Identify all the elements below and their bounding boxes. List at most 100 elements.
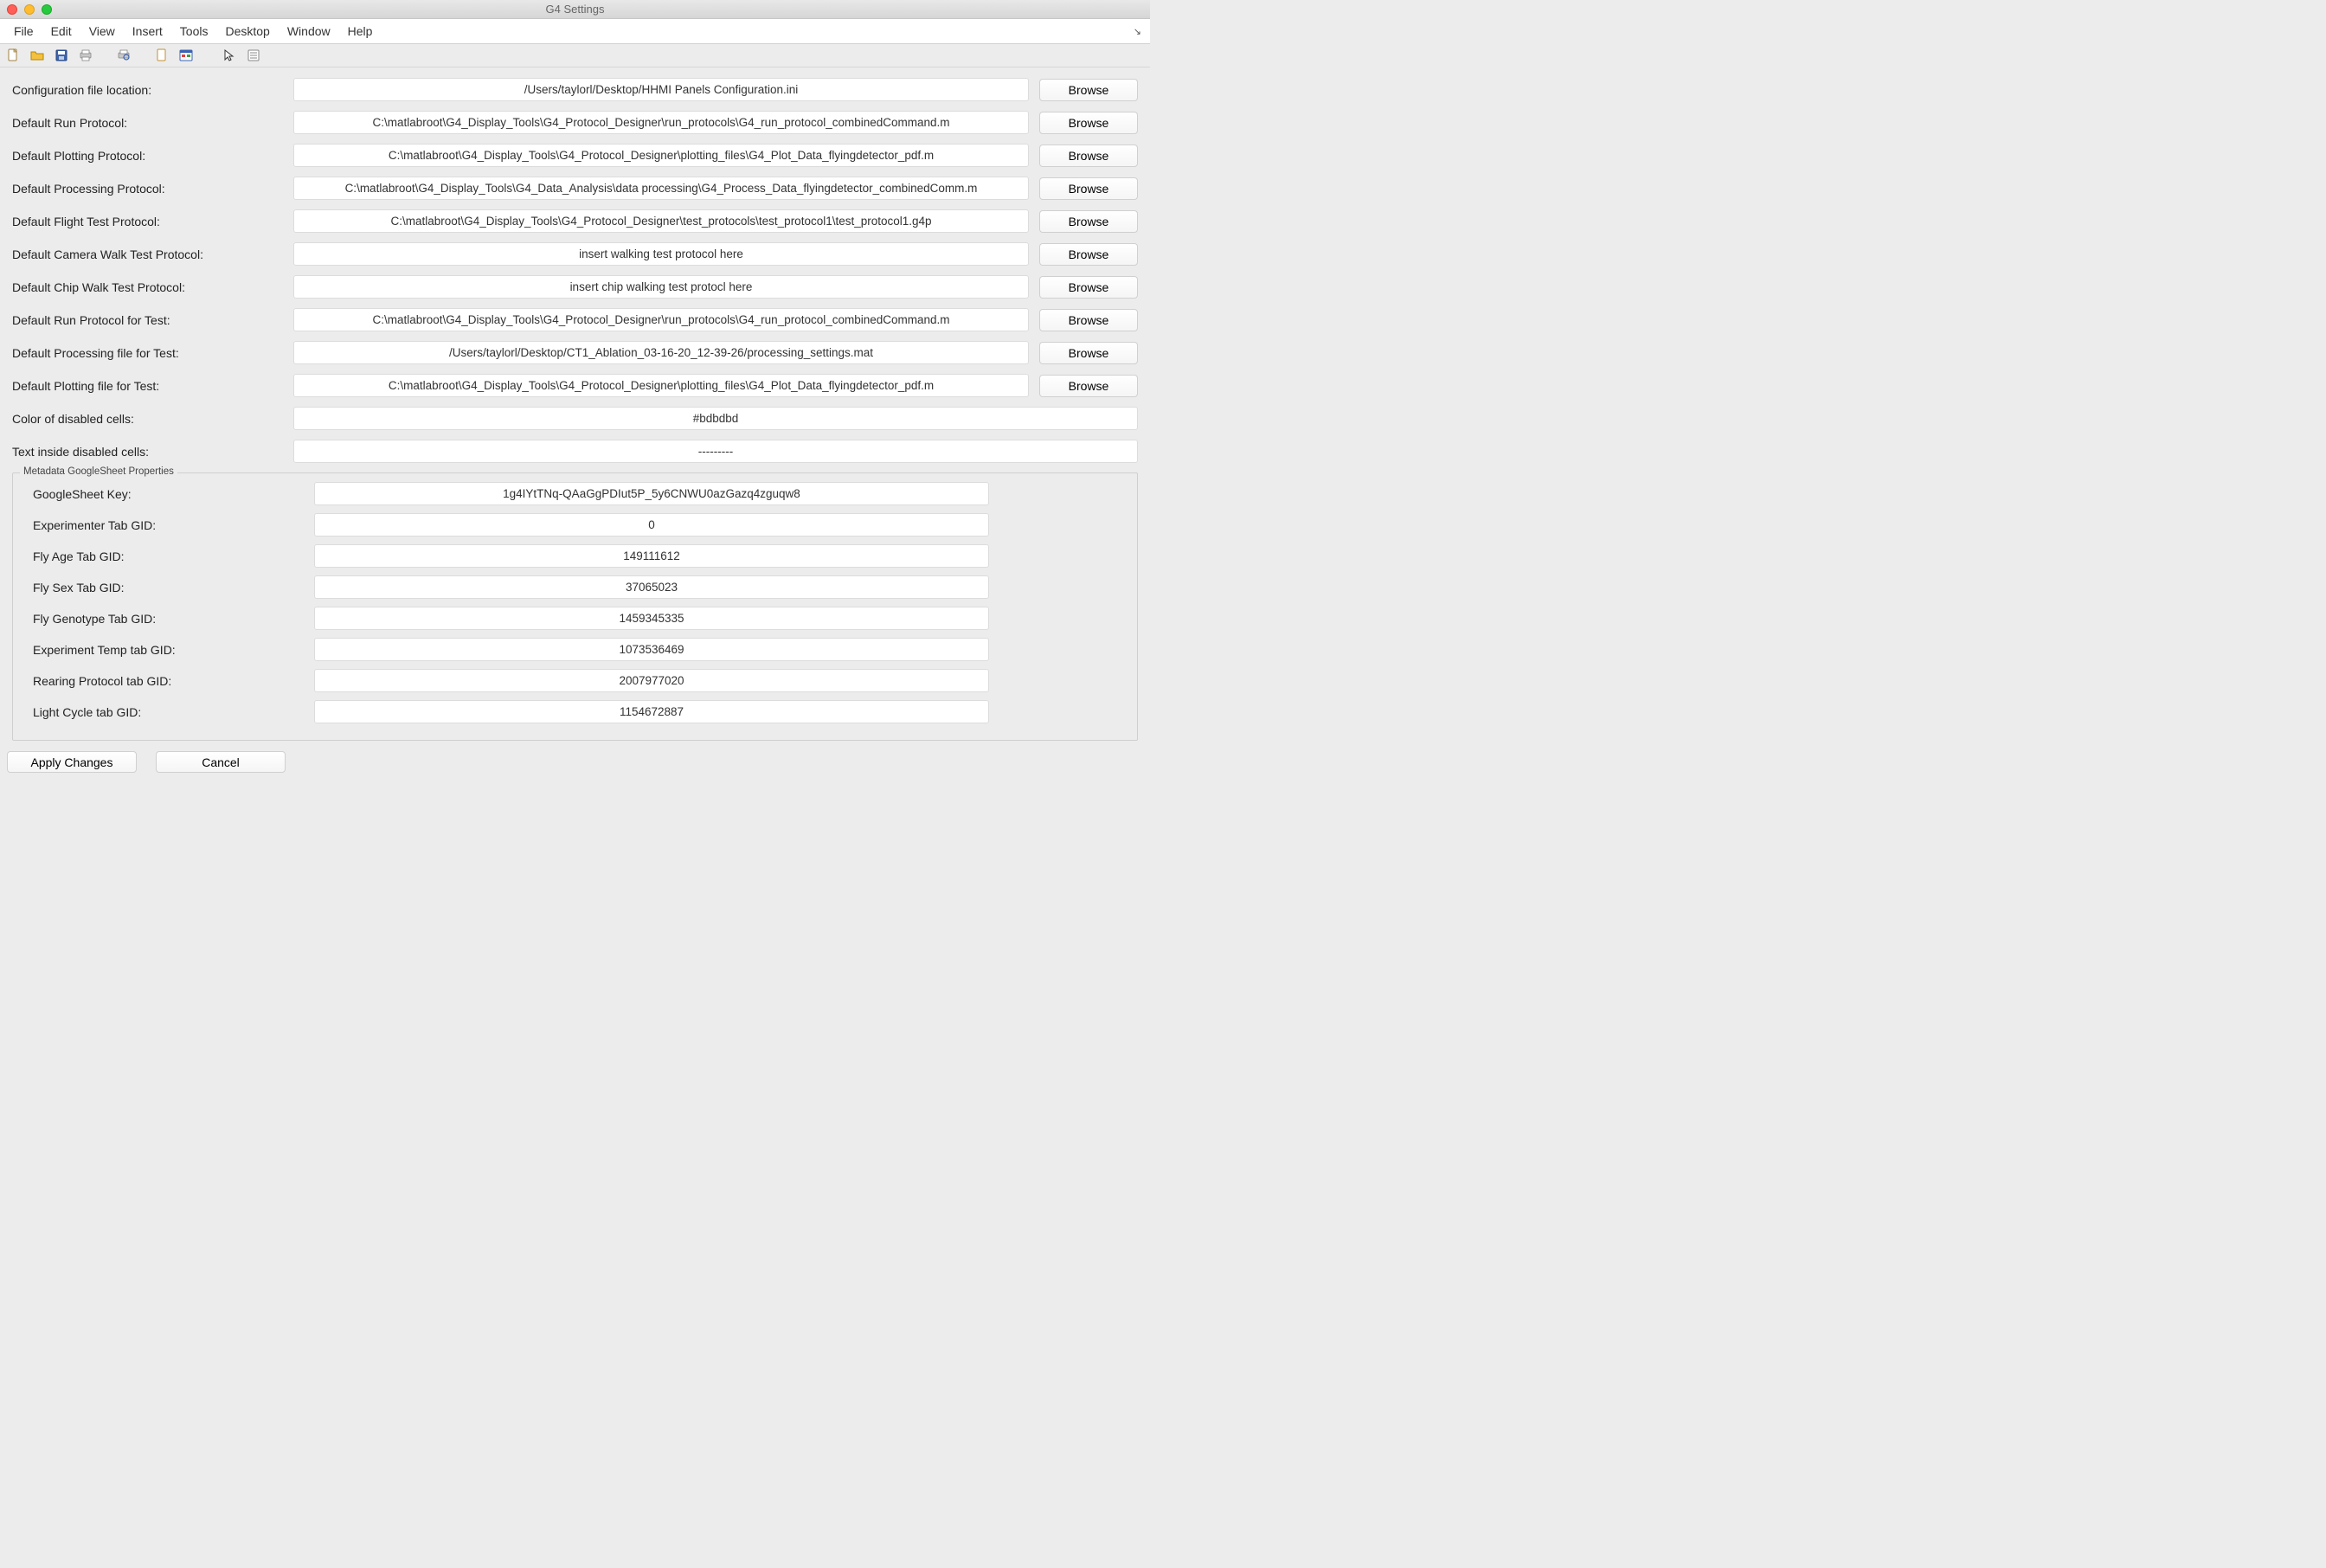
browse-button[interactable]: Browse xyxy=(1039,210,1138,233)
close-window-button[interactable] xyxy=(7,4,17,15)
setting-label: Default Run Protocol for Test: xyxy=(12,313,293,327)
metadata-row: Fly Sex Tab GID: xyxy=(20,575,1130,599)
titlebar: G4 Settings xyxy=(0,0,1150,19)
open-folder-icon[interactable] xyxy=(29,48,45,63)
menu-insert[interactable]: Insert xyxy=(124,22,171,40)
menu-tools[interactable]: Tools xyxy=(171,22,217,40)
setting-input[interactable] xyxy=(293,209,1029,233)
settings-row: Configuration file location: Browse xyxy=(12,78,1138,101)
metadata-label: Rearing Protocol tab GID: xyxy=(20,674,314,688)
setting-label: Default Processing file for Test: xyxy=(12,346,293,360)
settings-row: Text inside disabled cells: xyxy=(12,440,1138,463)
metadata-input[interactable] xyxy=(314,638,989,661)
metadata-label: Experiment Temp tab GID: xyxy=(20,643,314,657)
settings-row: Default Run Protocol for Test: Browse xyxy=(12,308,1138,331)
metadata-row: Fly Genotype Tab GID: xyxy=(20,607,1130,630)
browse-button[interactable]: Browse xyxy=(1039,276,1138,299)
gui-icon[interactable] xyxy=(178,48,194,63)
browse-button[interactable]: Browse xyxy=(1039,177,1138,200)
cancel-button[interactable]: Cancel xyxy=(156,751,286,773)
setting-label: Default Chip Walk Test Protocol: xyxy=(12,280,293,294)
settings-row: Color of disabled cells: xyxy=(12,407,1138,430)
metadata-input[interactable] xyxy=(314,700,989,723)
metadata-label: Light Cycle tab GID: xyxy=(20,705,314,719)
setting-input[interactable] xyxy=(293,275,1029,299)
list-icon[interactable] xyxy=(246,48,261,63)
settings-row: Default Flight Test Protocol: Browse xyxy=(12,209,1138,233)
menu-file[interactable]: File xyxy=(5,22,42,40)
metadata-label: Fly Genotype Tab GID: xyxy=(20,612,314,626)
apply-changes-button[interactable]: Apply Changes xyxy=(7,751,137,773)
metadata-row: GoogleSheet Key: xyxy=(20,482,1130,505)
metadata-row: Fly Age Tab GID: xyxy=(20,544,1130,568)
metadata-label: Fly Sex Tab GID: xyxy=(20,581,314,594)
metadata-label: GoogleSheet Key: xyxy=(20,487,314,501)
metadata-label: Fly Age Tab GID: xyxy=(20,549,314,563)
metadata-input[interactable] xyxy=(314,513,989,537)
settings-row: Default Camera Walk Test Protocol: Browse xyxy=(12,242,1138,266)
menu-edit[interactable]: Edit xyxy=(42,22,80,40)
browse-button[interactable]: Browse xyxy=(1039,342,1138,364)
browse-button[interactable]: Browse xyxy=(1039,375,1138,397)
window-title: G4 Settings xyxy=(546,3,605,16)
new-file-icon[interactable] xyxy=(5,48,21,63)
setting-input[interactable] xyxy=(293,440,1138,463)
setting-input[interactable] xyxy=(293,242,1029,266)
metadata-input[interactable] xyxy=(314,575,989,599)
metadata-row: Rearing Protocol tab GID: xyxy=(20,669,1130,692)
metadata-label: Experimenter Tab GID: xyxy=(20,518,314,532)
setting-label: Default Plotting file for Test: xyxy=(12,379,293,393)
menu-view[interactable]: View xyxy=(80,22,124,40)
setting-input[interactable] xyxy=(293,111,1029,134)
document-icon[interactable] xyxy=(154,48,170,63)
menu-overflow-icon[interactable]: ↘ xyxy=(1134,26,1145,37)
setting-input[interactable] xyxy=(293,177,1029,200)
save-icon[interactable] xyxy=(54,48,69,63)
setting-input[interactable] xyxy=(293,78,1029,101)
menubar: File Edit View Insert Tools Desktop Wind… xyxy=(0,19,1150,44)
print-icon[interactable] xyxy=(78,48,93,63)
setting-input[interactable] xyxy=(293,407,1138,430)
metadata-input[interactable] xyxy=(314,669,989,692)
browse-button[interactable]: Browse xyxy=(1039,145,1138,167)
metadata-fieldset: Metadata GoogleSheet Properties GoogleSh… xyxy=(12,472,1138,741)
browse-button[interactable]: Browse xyxy=(1039,112,1138,134)
metadata-row: Experimenter Tab GID: xyxy=(20,513,1130,537)
setting-label: Configuration file location: xyxy=(12,83,293,97)
browse-button[interactable]: Browse xyxy=(1039,243,1138,266)
setting-input[interactable] xyxy=(293,374,1029,397)
settings-row: Default Run Protocol: Browse xyxy=(12,111,1138,134)
window-controls xyxy=(7,4,52,15)
setting-label: Default Run Protocol: xyxy=(12,116,293,130)
toolbar xyxy=(0,44,1150,67)
setting-label: Default Flight Test Protocol: xyxy=(12,215,293,228)
metadata-row: Light Cycle tab GID: xyxy=(20,700,1130,723)
maximize-window-button[interactable] xyxy=(42,4,52,15)
metadata-legend: Metadata GoogleSheet Properties xyxy=(20,466,177,477)
metadata-input[interactable] xyxy=(314,544,989,568)
settings-row: Default Plotting Protocol: Browse xyxy=(12,144,1138,167)
settings-row: Default Processing file for Test: Browse xyxy=(12,341,1138,364)
menu-window[interactable]: Window xyxy=(279,22,339,40)
setting-label: Default Plotting Protocol: xyxy=(12,149,293,163)
setting-input[interactable] xyxy=(293,308,1029,331)
setting-input[interactable] xyxy=(293,144,1029,167)
minimize-window-button[interactable] xyxy=(24,4,35,15)
menu-help[interactable]: Help xyxy=(339,22,382,40)
footer-buttons: Apply Changes Cancel xyxy=(0,748,1150,780)
metadata-input[interactable] xyxy=(314,482,989,505)
setting-label: Default Camera Walk Test Protocol: xyxy=(12,247,293,261)
cursor-icon[interactable] xyxy=(222,48,237,63)
metadata-row: Experiment Temp tab GID: xyxy=(20,638,1130,661)
print-preview-icon[interactable] xyxy=(116,48,132,63)
setting-input[interactable] xyxy=(293,341,1029,364)
settings-row: Default Chip Walk Test Protocol: Browse xyxy=(12,275,1138,299)
settings-row: Default Plotting file for Test: Browse xyxy=(12,374,1138,397)
browse-button[interactable]: Browse xyxy=(1039,309,1138,331)
menu-desktop[interactable]: Desktop xyxy=(216,22,278,40)
metadata-input[interactable] xyxy=(314,607,989,630)
setting-label: Color of disabled cells: xyxy=(12,412,293,426)
setting-label: Default Processing Protocol: xyxy=(12,182,293,196)
browse-button[interactable]: Browse xyxy=(1039,79,1138,101)
settings-row: Default Processing Protocol: Browse xyxy=(12,177,1138,200)
